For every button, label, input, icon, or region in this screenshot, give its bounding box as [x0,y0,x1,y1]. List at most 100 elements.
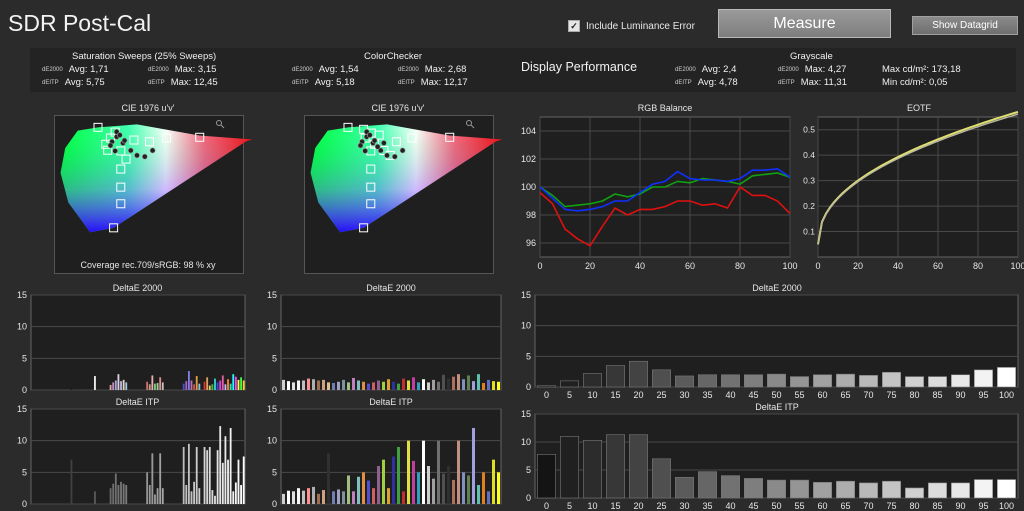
bar-mark [232,374,235,390]
zoom-icon-handle [470,124,475,129]
rgb-series-line [539,172,791,208]
target-marker [144,137,154,147]
bar-x-tick-label: 0 [544,390,549,400]
target-marker [116,164,126,174]
bar-mark [190,380,193,390]
eotf-x-tick-label: 20 [853,261,863,271]
bar-mark [227,459,229,504]
bar-x-tick-label: 90 [955,501,965,511]
show-datagrid-button[interactable]: Show Datagrid [912,16,1018,35]
bar-mark [112,382,115,390]
bar-mark [973,369,993,388]
bar-mark [208,447,211,504]
bar-mark [559,380,579,388]
bar-mark [362,472,365,504]
bar-mark [432,478,435,504]
bar-x-tick-label: 60 [817,501,827,511]
checkmark-icon[interactable]: ✓ [568,20,580,32]
gray-de2000-chart: 0 5 10 15 0 5 10 15 20 25 30 35 40 45 50 55 60 65 70 75 80 85… [521,290,1019,400]
bar-mark [422,440,425,504]
bar-mark [447,466,450,504]
bar-mark [347,382,350,390]
bar-mark [187,443,190,504]
bar-mark [583,440,603,499]
bar-mark [322,490,325,504]
bar-y-tick-label: 10 [267,436,277,446]
bar-y-tick-label: 0 [526,382,531,392]
bar-mark [629,434,649,499]
bar-mark [109,384,112,390]
bar-mark [332,383,335,390]
bar-y-tick-label: 10 [17,322,27,332]
cc-ditp-title: DeltaE ITP [369,397,413,407]
bar-mark [583,373,603,388]
grayscale-de2000-avg: dE2000 Avg: 2,4 [675,64,737,75]
measured-point [362,148,369,154]
bar-mark [221,462,224,504]
bar-x-tick-label: 0 [544,501,549,511]
bar-mark [94,376,96,390]
bar-mark [377,466,380,504]
bar-mark [122,483,125,504]
saturation-title: Saturation Sweeps (25% Sweeps) [72,51,217,62]
measured-point [391,153,398,160]
bar-mark [206,450,209,504]
include-luminance-label: Include Luminance Error [586,20,695,32]
grayscale-title: Grayscale [790,51,833,62]
include-luminance-checkbox[interactable]: ✓ Include Luminance Error [568,20,695,32]
bar-mark [487,491,490,504]
bar-mark [120,381,122,390]
bar-mark [457,374,460,390]
bar-mark [307,488,310,504]
bar-mark [161,488,164,504]
bar-x-tick-label: 5 [567,501,572,511]
colorchecker-ditp-max: dEITP Max: 12,17 [398,77,468,88]
bar-mark [721,475,741,499]
grayscale-ditp-avg: dEITP Avg: 4,78 [675,77,738,88]
bar-x-tick-label: 40 [725,501,735,511]
cie-1-coverage: Coverage rec.709/sRGB: 98 % xy [80,260,216,270]
bar-mark [307,378,310,390]
bar-mark [698,374,718,388]
bar-x-tick-label: 5 [567,390,572,400]
grayscale-de2000-max: dE2000 Max: 4,27 [778,64,847,75]
bar-mark [159,453,162,504]
bar-mark [457,440,460,504]
measured-point [399,147,406,154]
bar-mark [224,436,227,504]
bar-mark [148,384,151,390]
bar-x-tick-label: 70 [863,501,873,511]
measure-button[interactable]: Measure [718,9,891,38]
colorchecker-title: ColorChecker [364,51,423,62]
bar-mark [721,374,741,388]
bar-x-tick-label: 70 [863,390,873,400]
bar-mark [417,382,420,390]
eotf-y-tick-label: 0.3 [803,176,815,186]
saturation-ditp-max: dEITP Max: 12,45 [148,77,218,88]
bar-mark [146,472,149,504]
bar-mark [232,491,235,504]
bar-y-tick-label: 5 [22,467,27,477]
bar-mark [422,379,425,390]
bar-x-tick-label: 95 [978,390,988,400]
grayscale-ditp-max: dEITP Max: 11,31 [778,77,847,88]
grayscale-min-luminance: Min cd/m²: 0,05 [882,77,948,88]
rgb-series-line [539,185,791,247]
zoom-icon [466,120,472,126]
bar-y-tick-label: 5 [272,467,277,477]
bar-y-tick-label: 0 [526,493,531,503]
bar-mark [357,476,360,504]
bar-mark [125,382,128,390]
bar-mark [767,479,787,499]
bar-mark [154,383,156,390]
bar-mark [125,485,128,504]
bar-mark [367,383,370,390]
bar-y-tick-label: 15 [267,290,277,300]
bar-mark [151,375,154,390]
bar-x-tick-label: 45 [748,501,758,511]
bar-mark [452,479,455,504]
bar-mark [497,472,500,504]
bar-mark [337,489,340,504]
bar-mark [193,481,196,504]
target-marker [129,135,139,145]
